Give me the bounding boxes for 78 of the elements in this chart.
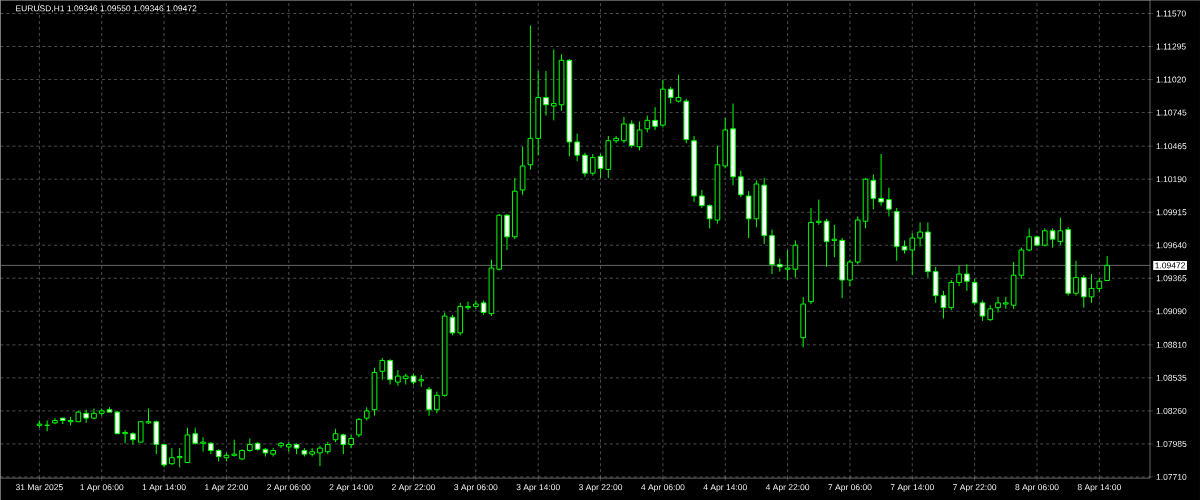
candlestick xyxy=(550,48,557,121)
x-tick-label: 7 Apr 22:00 xyxy=(953,484,997,492)
x-tick-label: 3 Apr 06:00 xyxy=(454,484,498,492)
x-tick-label: 4 Apr 22:00 xyxy=(765,484,810,492)
candlestick xyxy=(652,106,658,131)
x-tick-label: 2 Apr 22:00 xyxy=(391,484,436,492)
y-tick-label: 1.11295 xyxy=(1156,43,1186,50)
candlestick xyxy=(737,170,744,198)
candlestick xyxy=(317,445,323,467)
candlestick xyxy=(161,443,167,468)
y-tick-label: 1.08260 xyxy=(1156,407,1187,414)
y-tick-label: 1.10190 xyxy=(1156,176,1187,183)
x-tick-label: 4 Apr 06:00 xyxy=(641,484,685,492)
y-tick-label: 1.08535 xyxy=(1156,374,1187,381)
y-tick-label: 1.11020 xyxy=(1156,76,1186,83)
candlestick xyxy=(815,199,822,226)
candlestick xyxy=(886,187,892,217)
candlestick xyxy=(122,429,128,444)
y-tick-label: 1.08810 xyxy=(1156,341,1187,348)
y-tick-label: 1.11570 xyxy=(1156,10,1186,17)
candlestick xyxy=(878,153,884,207)
candlestick xyxy=(137,421,144,443)
x-tick-label: 1 Apr 22:00 xyxy=(205,484,249,492)
y-tick-label: 1.09090 xyxy=(1156,308,1187,315)
candlestick xyxy=(613,135,619,144)
candlestick xyxy=(387,358,393,385)
candlestick xyxy=(628,119,635,149)
candlestick xyxy=(995,296,1001,313)
candlestick xyxy=(465,301,471,311)
candlestick xyxy=(964,263,970,292)
x-tick-label: 2 Apr 06:00 xyxy=(267,484,311,492)
candlestick xyxy=(582,152,588,178)
y-tick-label: 1.07710 xyxy=(1156,473,1187,480)
candlestick xyxy=(83,409,89,424)
candlestick xyxy=(699,189,705,209)
candlestick xyxy=(91,407,97,420)
candlestick xyxy=(504,213,510,251)
candlestick xyxy=(348,434,354,449)
candlestick xyxy=(1073,260,1079,297)
y-tick-label: 1.09915 xyxy=(1156,209,1187,216)
candlestick xyxy=(379,357,386,381)
candlestick xyxy=(278,441,284,449)
y-tick-label: 1.07985 xyxy=(1156,440,1187,447)
candlestick xyxy=(909,232,916,276)
candlestick xyxy=(956,265,962,287)
x-tick-label: 7 Apr 14:00 xyxy=(890,484,934,492)
candlestick xyxy=(1080,274,1087,309)
x-tick-label: 1 Apr 14:00 xyxy=(142,484,186,492)
x-tick-label: 3 Apr 22:00 xyxy=(578,484,623,492)
candlestick xyxy=(153,419,160,455)
y-tick-label: 1.09365 xyxy=(1156,275,1187,282)
candlestick xyxy=(543,70,549,116)
candlestick xyxy=(574,133,580,162)
x-tick-label: 4 Apr 14:00 xyxy=(703,484,747,492)
y-tick-label: 1.10465 xyxy=(1156,143,1187,150)
candlestick xyxy=(1104,255,1110,281)
x-tick-label: 1 Apr 06:00 xyxy=(80,484,124,492)
y-tick-label: 1.10745 xyxy=(1156,109,1187,116)
x-tick-label: 8 Apr 14:00 xyxy=(1077,484,1121,492)
candlestick xyxy=(426,386,432,417)
candlestick xyxy=(917,221,923,247)
ref-line-label: 1.09472 xyxy=(1155,262,1185,269)
x-tick-label: 2 Apr 14:00 xyxy=(329,484,373,492)
y-tick-label: 1.09640 xyxy=(1156,242,1187,249)
candlestick xyxy=(847,259,853,287)
text: EURUSD,H1 1.09346 1.09550 1.09346 1.09472 xyxy=(16,5,197,13)
candlestick xyxy=(395,369,401,387)
x-tick-label: 3 Apr 14:00 xyxy=(516,484,560,492)
candlestick xyxy=(169,447,175,466)
candlestick xyxy=(200,436,206,453)
candlestick xyxy=(356,417,362,438)
x-tick-label: 7 Apr 06:00 xyxy=(828,484,872,492)
x-tick-label: 8 Apr 06:00 xyxy=(1015,484,1059,492)
candlestick xyxy=(589,153,596,177)
x-tick-label: 31 Mar 2025 xyxy=(15,484,63,491)
candlestick xyxy=(434,391,440,414)
candlestick xyxy=(621,116,627,144)
candlestick xyxy=(636,120,643,151)
